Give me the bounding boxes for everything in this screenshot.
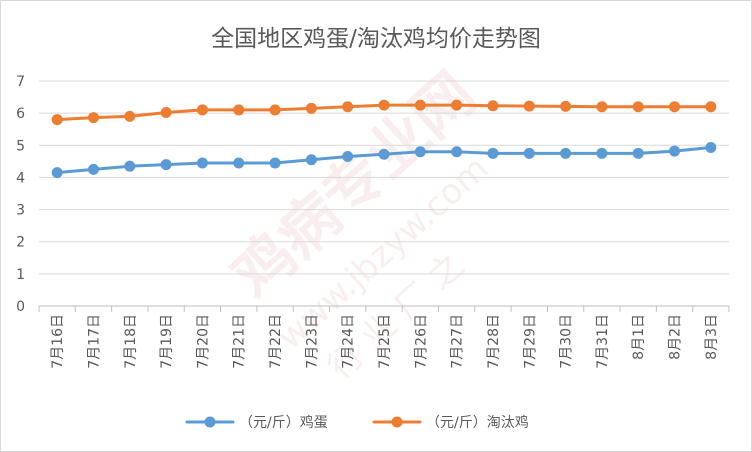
x-tick-label: 7月18日: [123, 314, 139, 369]
data-point: [632, 101, 644, 113]
x-tick-label: 7月21日: [232, 314, 248, 369]
x-tick-label: 8月1日: [631, 314, 647, 360]
x-tick-label: 7月20日: [195, 314, 211, 369]
gridlines: [38, 80, 730, 312]
legend-label: （元/斤）淘汰鸡: [426, 414, 529, 431]
x-tick-label: 7月28日: [486, 314, 502, 369]
data-point: [124, 110, 136, 122]
data-point: [414, 146, 426, 158]
data-point: [124, 160, 136, 172]
legend-label: （元/斤）鸡蛋: [239, 414, 328, 431]
data-point: [378, 148, 390, 160]
data-point: [705, 101, 717, 113]
y-tick-label: 3: [16, 203, 25, 219]
data-point: [414, 99, 426, 111]
legend-marker: [204, 416, 216, 428]
series-1: [51, 142, 717, 179]
data-point: [233, 104, 245, 116]
data-point: [87, 163, 99, 175]
legend-item-1: （元/斤）鸡蛋: [185, 414, 328, 431]
data-point: [233, 157, 245, 169]
y-tick-label: 2: [16, 235, 25, 251]
data-point: [378, 99, 390, 111]
data-point: [342, 101, 354, 113]
data-point: [87, 112, 99, 124]
y-tick-label: 0: [16, 299, 25, 315]
data-point: [160, 107, 172, 118]
data-point: [196, 104, 208, 116]
data-point: [305, 154, 317, 166]
data-point: [523, 100, 535, 112]
data-point: [196, 157, 208, 169]
y-tick-label: 1: [16, 267, 25, 283]
data-point: [669, 101, 681, 113]
x-tick-label: 7月24日: [341, 314, 357, 369]
x-tick-label: 7月29日: [522, 314, 538, 369]
legend-marker: [391, 416, 403, 428]
data-point: [705, 142, 717, 154]
data-point: [632, 147, 644, 159]
x-tick-label: 7月25日: [377, 314, 393, 369]
x-tick-label: 7月26日: [413, 314, 429, 369]
y-tick-label: 6: [16, 106, 25, 122]
data-point: [560, 147, 572, 159]
x-tick-label: 7月31日: [595, 314, 611, 369]
x-tick-label: 7月27日: [450, 314, 466, 369]
data-point: [51, 114, 63, 126]
series-2: [51, 99, 717, 126]
data-point: [269, 157, 281, 169]
data-point: [560, 100, 572, 112]
y-tick-label: 4: [16, 170, 25, 186]
data-point: [669, 145, 681, 157]
legend: （元/斤）鸡蛋 （元/斤）淘汰鸡: [185, 414, 529, 431]
data-point: [342, 151, 354, 163]
x-tick-label: 7月16日: [50, 314, 66, 369]
data-point: [51, 167, 63, 179]
x-tick-label: 7月19日: [159, 314, 175, 369]
x-tick-label: 7月22日: [268, 314, 284, 369]
y-axis-ticks: 0 1 2 3 4 5 6 7: [16, 74, 25, 315]
x-tick-label: 7月30日: [559, 314, 575, 369]
x-axis-ticks: 7月16日 7月17日 7月18日 7月19日 7月20日 7月21日 7月22日 7月23日…: [50, 314, 720, 369]
x-tick-label: 8月2日: [668, 314, 684, 360]
x-tick-label: 8月3日: [704, 314, 720, 360]
data-point: [596, 147, 608, 159]
data-point: [451, 146, 463, 158]
data-point: [305, 102, 317, 114]
data-point: [596, 101, 608, 113]
series-layer: [51, 99, 717, 179]
data-point: [269, 104, 281, 116]
y-tick-label: 7: [16, 74, 25, 90]
data-point: [487, 147, 499, 159]
legend-item-2: （元/斤）淘汰鸡: [372, 414, 529, 431]
data-point: [523, 147, 535, 159]
data-point: [487, 100, 499, 112]
data-point: [451, 99, 463, 111]
y-tick-label: 5: [16, 138, 25, 154]
chart-title: 全国地区鸡蛋/淘汰鸡均价走势图: [211, 26, 541, 52]
data-point: [160, 159, 172, 171]
x-tick-label: 7月23日: [304, 314, 320, 369]
x-tick-label: 7月17日: [86, 314, 102, 369]
